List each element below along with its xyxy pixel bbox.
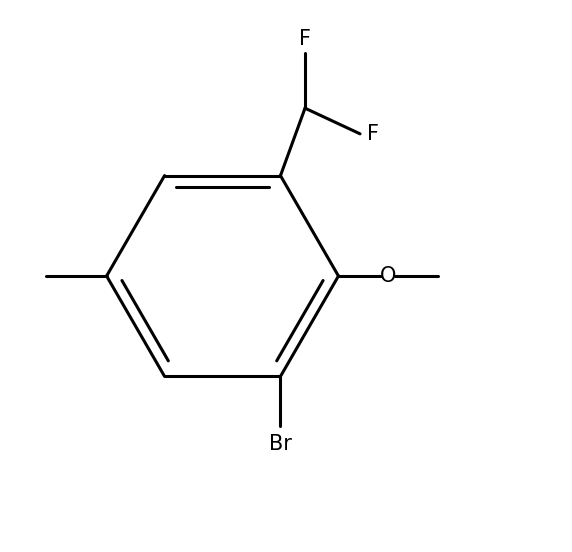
Text: F: F	[299, 29, 311, 49]
Text: Br: Br	[269, 434, 292, 454]
Text: O: O	[380, 266, 396, 286]
Text: F: F	[367, 124, 379, 144]
